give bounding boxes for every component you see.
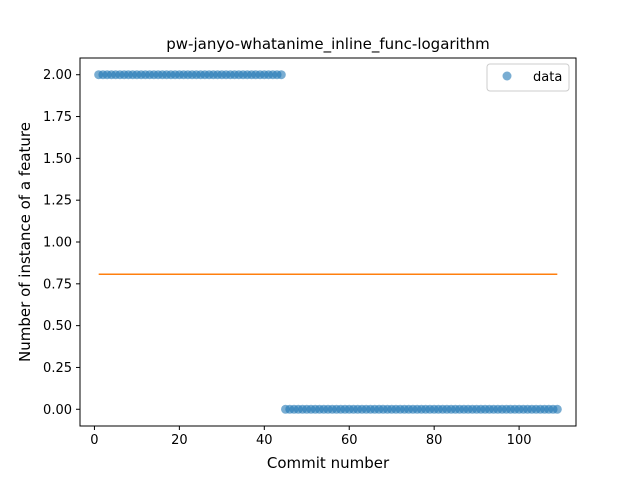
x-tick-label: 40 [256, 433, 273, 448]
legend-marker-data [502, 71, 512, 81]
data-point [552, 404, 562, 414]
x-tick-label: 100 [507, 433, 532, 448]
y-tick-label: 0.50 [43, 319, 72, 334]
y-tick-label: 0.00 [43, 403, 72, 418]
x-tick-label: 80 [426, 433, 443, 448]
y-tick-label: 0.75 [43, 277, 72, 292]
y-tick-label: 1.75 [43, 110, 72, 125]
y-axis-title: Number of instance of a feature [16, 122, 34, 362]
chart-title: pw-janyo-whatanime_inline_func-logarithm [166, 35, 489, 54]
legend-frame [486, 63, 570, 92]
x-tick-label: 60 [341, 433, 358, 448]
data-point [276, 70, 286, 80]
x-axis-title: Commit number [267, 454, 390, 472]
x-tick-label: 0 [90, 433, 98, 448]
y-tick-label: 1.50 [43, 152, 72, 167]
y-tick-label: 2.00 [43, 68, 72, 83]
y-tick-label: 1.00 [43, 236, 72, 251]
plot-area: 0 20 40 60 80 100 0.00 0.25 0.50 0.75 1.00 1.25 1.50… [43, 57, 577, 448]
y-tick-label: 0.25 [43, 361, 72, 376]
legend: data [486, 63, 570, 92]
legend-label-data: data [533, 70, 562, 85]
x-tick-label: 20 [171, 433, 188, 448]
y-tick-label: 1.25 [43, 194, 72, 209]
